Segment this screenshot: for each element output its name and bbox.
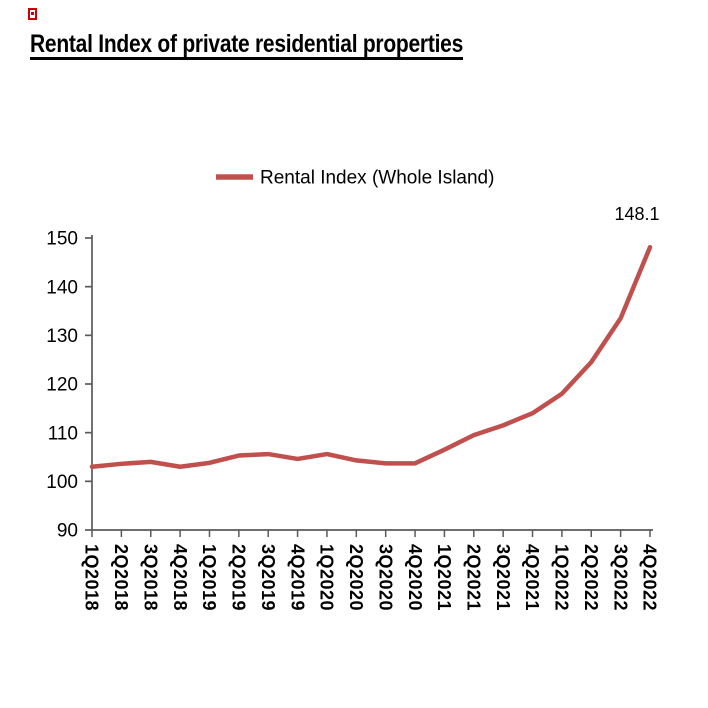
x-tick-label: 2Q2018 [111, 544, 131, 611]
x-tick-label: 3Q2021 [493, 544, 513, 611]
x-tick-label: 3Q2020 [375, 544, 395, 611]
x-tick-label: 4Q2022 [640, 544, 660, 611]
x-tick-label: 1Q2022 [552, 544, 572, 611]
x-tick-label: 1Q2019 [199, 544, 219, 611]
red-placeholder-icon [28, 8, 37, 20]
x-tick-label: 3Q2022 [610, 544, 630, 611]
x-tick-label: 3Q2018 [140, 544, 160, 611]
x-tick-label: 4Q2020 [405, 544, 425, 611]
x-tick-label: 2Q2019 [229, 544, 249, 611]
y-tick-label: 120 [46, 375, 78, 396]
x-tick-label: 2Q2020 [346, 544, 366, 611]
x-tick-label: 1Q2020 [317, 544, 337, 611]
page-title: Rental Index of private residential prop… [30, 30, 464, 58]
y-tick-label: 140 [46, 277, 78, 298]
x-tick-label: 4Q2018 [170, 544, 190, 611]
y-tick-label: 150 [46, 229, 78, 250]
x-tick-label: 1Q2021 [434, 544, 454, 611]
x-tick-label: 1Q2018 [82, 544, 102, 611]
rental-index-line [89, 244, 653, 469]
rental-index-chart: Rental Index (Whole Island) 90 100 110 120 13… [46, 168, 660, 611]
x-tick-label: 3Q2019 [258, 544, 278, 611]
y-tick-label: 130 [46, 326, 78, 347]
legend-label: Rental Index (Whole Island) [260, 168, 494, 189]
y-tick-label: 110 [48, 423, 78, 444]
x-tick-label: 2Q2021 [463, 544, 483, 611]
x-tick-label: 4Q2021 [522, 544, 542, 611]
y-tick-label: 90 [57, 521, 78, 542]
max-value-label: 148.1 [614, 204, 659, 224]
x-tick-label: 2Q2022 [581, 544, 601, 611]
x-tick-label: 4Q2019 [287, 544, 307, 611]
y-tick-label: 100 [46, 472, 78, 493]
